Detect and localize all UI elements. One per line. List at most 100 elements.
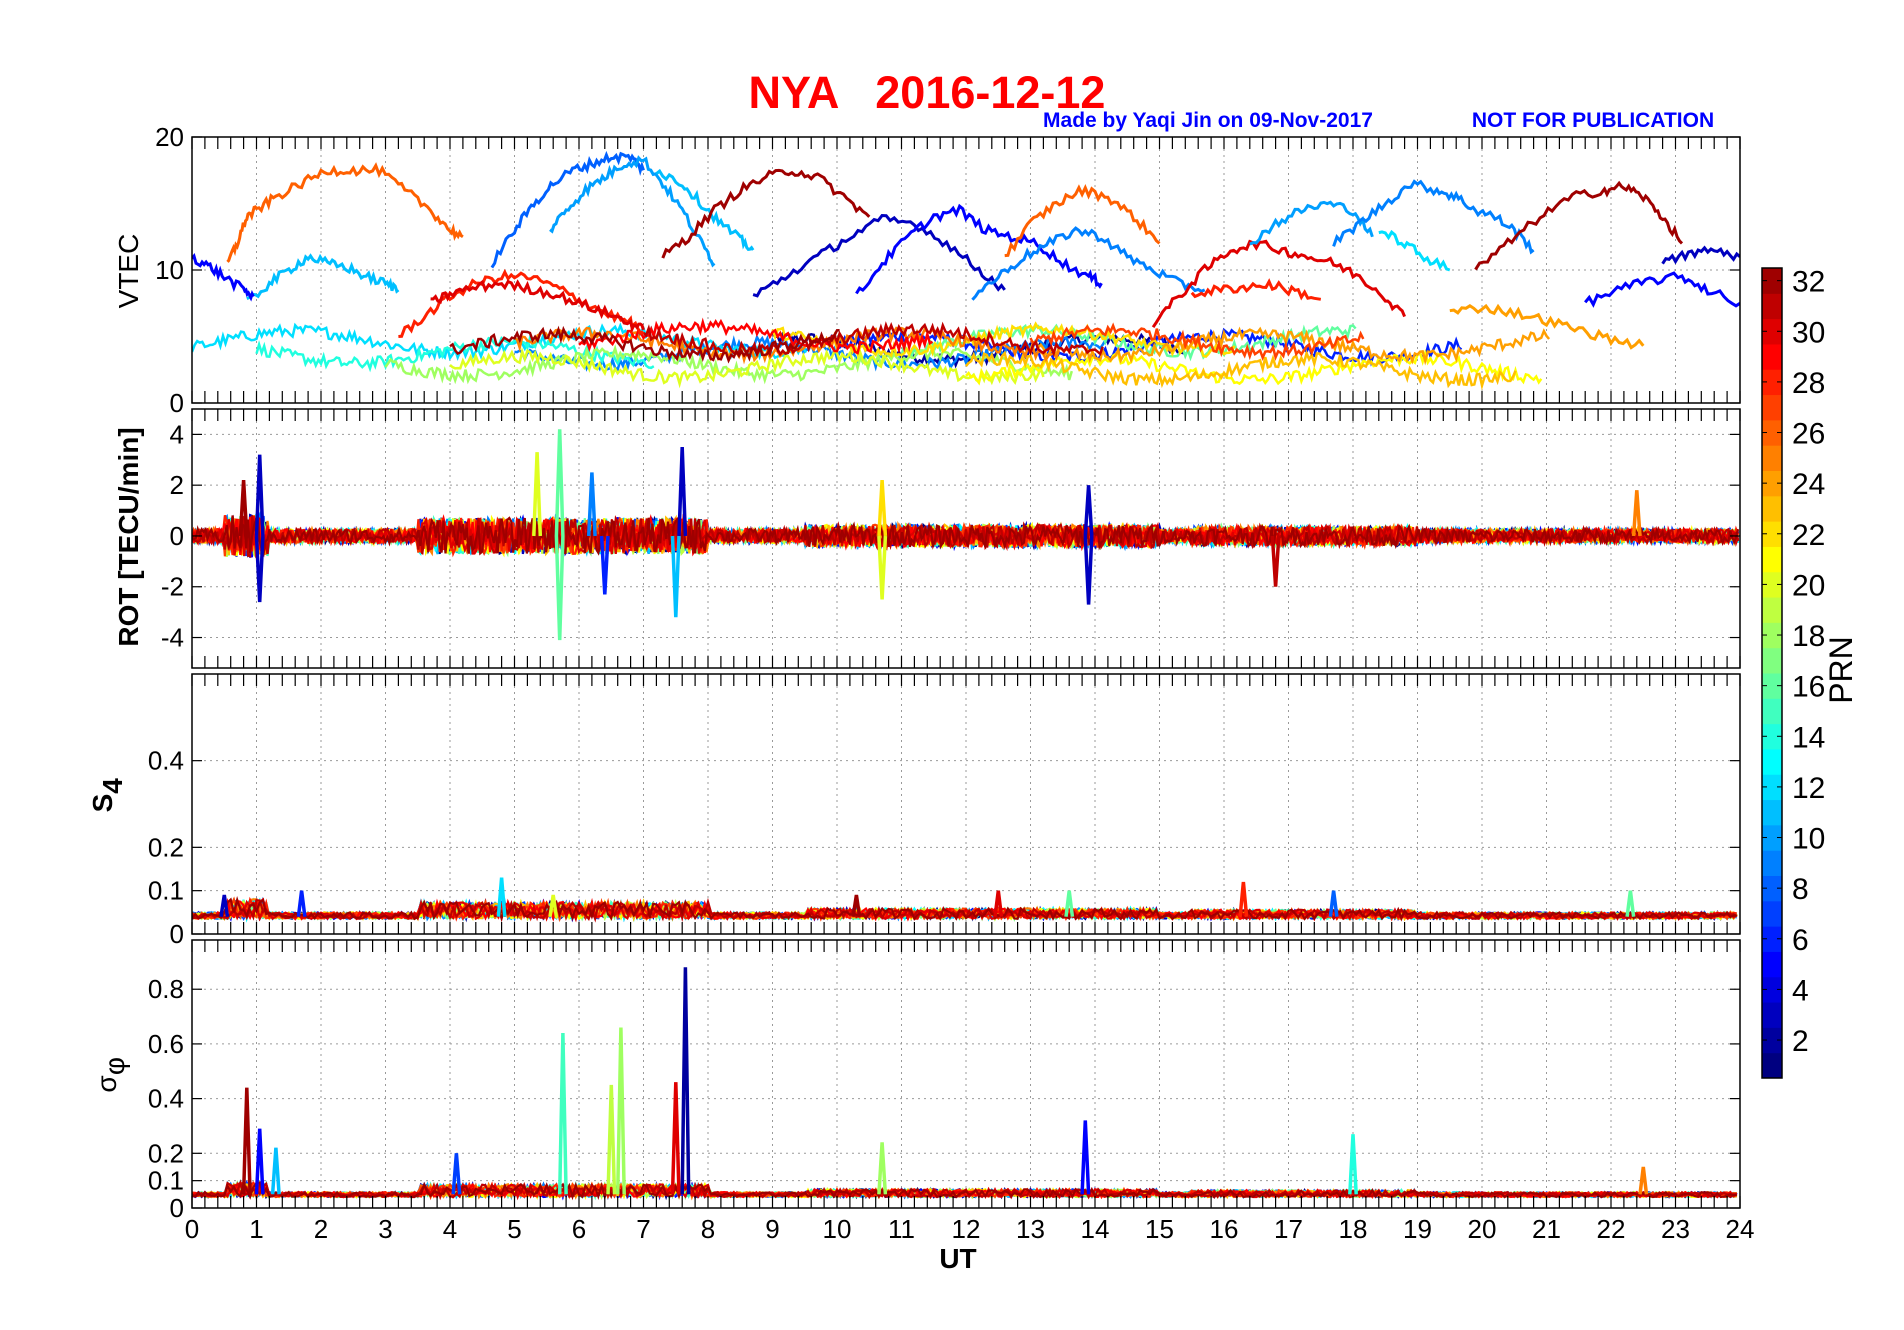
vtec-panel: 0 10 20 (155, 122, 1741, 418)
vtec-background-series (1029, 326, 1551, 366)
y-tick-label: 20 (155, 122, 184, 152)
y-tick-label: -4 (161, 623, 184, 653)
colorbar-segment (1762, 293, 1782, 320)
sigma_phi-peak (670, 1082, 681, 1195)
colorbar-tick-label: 26 (1792, 418, 1825, 451)
vtec-series-prn-28 (398, 268, 645, 338)
sigma_phi-peak (680, 967, 691, 1195)
rot-peak (677, 447, 688, 537)
colorbar-segment (1762, 470, 1782, 497)
s4-peak (1625, 890, 1636, 917)
s4-peak (1238, 881, 1249, 917)
vtec-ylabel: VTEC (113, 234, 144, 309)
colorbar-segment (1762, 748, 1782, 775)
y-tick-label: 0 (170, 388, 184, 418)
vtec-series-prn-30 (430, 279, 645, 333)
x-tick-label: 6 (572, 1214, 586, 1244)
colorbar-segment (1762, 926, 1782, 952)
sigma_phi-peak (1348, 1134, 1358, 1195)
vtec-series-prn-11 (655, 168, 755, 251)
vtec-series-prn-10 (549, 155, 716, 268)
s4-peak (219, 894, 230, 917)
vtec-series-prn-11 (246, 253, 400, 300)
s4-peak (548, 894, 559, 917)
sigma_phi-peak (451, 1153, 462, 1195)
colorbar-segment (1762, 875, 1782, 902)
vtec-background-series (449, 346, 1045, 389)
vtec-background-series (965, 349, 1517, 391)
rot-peak (1631, 490, 1642, 537)
s4-x-ticks (191, 674, 1741, 934)
colorbar-segment (1762, 546, 1782, 573)
y-tick-label: 0 (170, 919, 184, 949)
colorbar-tick-label: 24 (1792, 468, 1825, 501)
colorbar-segment (1762, 824, 1782, 851)
colorbar-tick-label: 32 (1792, 266, 1825, 299)
colorbar-segment (1762, 850, 1782, 876)
colorbar-tick-label: 14 (1792, 721, 1825, 754)
colorbar-tick-label: 22 (1792, 519, 1825, 552)
x-tick-label: 14 (1081, 1214, 1110, 1244)
colorbar-segment (1762, 976, 1782, 1003)
rot-peak (254, 535, 265, 603)
colorbar-tick-label: 12 (1792, 772, 1825, 805)
y-tick-label: 0.4 (148, 746, 184, 776)
y-tick-label: 0 (170, 521, 184, 551)
colorbar-segment (1762, 394, 1782, 421)
colorbar-segment (1762, 318, 1782, 345)
credit-text: Made by Yaqi Jin on 09-Nov-2017 (1043, 109, 1373, 132)
x-tick-label: 10 (823, 1214, 852, 1244)
x-tick-label: 13 (1016, 1214, 1045, 1244)
y-tick-label: 2 (170, 470, 184, 500)
x-tick-label: 4 (443, 1214, 457, 1244)
colorbar-segment (1762, 900, 1782, 927)
colorbar-segment (1762, 774, 1782, 801)
rot-peak (877, 535, 888, 600)
colorbar-segment (1762, 799, 1782, 826)
vtec-plot (192, 150, 1740, 391)
x-axis-label: UT (939, 1243, 976, 1274)
colorbar-segment (1762, 369, 1782, 396)
x-tick-label: 24 (1726, 1214, 1755, 1244)
rot-peak (1270, 535, 1281, 587)
vtec-background-series (449, 325, 840, 364)
x-tick-label: 16 (1210, 1214, 1239, 1244)
s4-plot (192, 877, 1738, 923)
colorbar-segment (1762, 673, 1782, 699)
colorbar-tick-label: 10 (1792, 823, 1825, 856)
rot-peak (877, 479, 888, 537)
s4-peak (993, 890, 1004, 917)
sigma_phi-plot (192, 967, 1738, 1201)
colorbar-segment (1762, 1052, 1782, 1079)
s4-peak (851, 894, 862, 917)
y-tick-label: 10 (155, 255, 184, 285)
y-tick-label: 0.4 (148, 1084, 184, 1114)
rot-panel: -4 -2 0 2 4 (161, 408, 1741, 669)
vtec-series-prn-5 (192, 253, 255, 302)
chart-title: NYA 2016-12-12 (749, 67, 1106, 118)
y-tick-label: 0.1 (148, 1166, 184, 1196)
sigma_phi-series-prn-32 (192, 1180, 1737, 1201)
s4-peak (496, 877, 507, 917)
x-tick-label: 2 (314, 1214, 328, 1244)
sigma_phi-panel: 00.10.20.40.60.80 1 2 3 4 5 6 7 8 9 10 11 12 13 14 15 16… (148, 939, 1755, 1244)
vtec-series-prn-26 (1004, 183, 1161, 258)
x-tick-label: 9 (765, 1214, 779, 1244)
sigma_phi-peak (241, 1087, 252, 1195)
colorbar-segment (1762, 647, 1782, 674)
rot-series-prn-32 (192, 515, 1740, 558)
rot-peak (554, 429, 565, 537)
x-tick-label: 1 (249, 1214, 263, 1244)
x-tick-label: 15 (1145, 1214, 1174, 1244)
rot-peak (554, 535, 565, 641)
rot-peak (532, 452, 543, 537)
vtec-series-prn-3 (1661, 245, 1740, 265)
vtec-background-series (255, 333, 655, 373)
vtec-background-series (642, 321, 1104, 358)
colorbar-segment (1762, 622, 1782, 649)
svg-text:S: S (87, 794, 118, 813)
vtec-series-prn-3 (752, 213, 1006, 298)
colorbar-tick-label: 8 (1792, 873, 1809, 906)
